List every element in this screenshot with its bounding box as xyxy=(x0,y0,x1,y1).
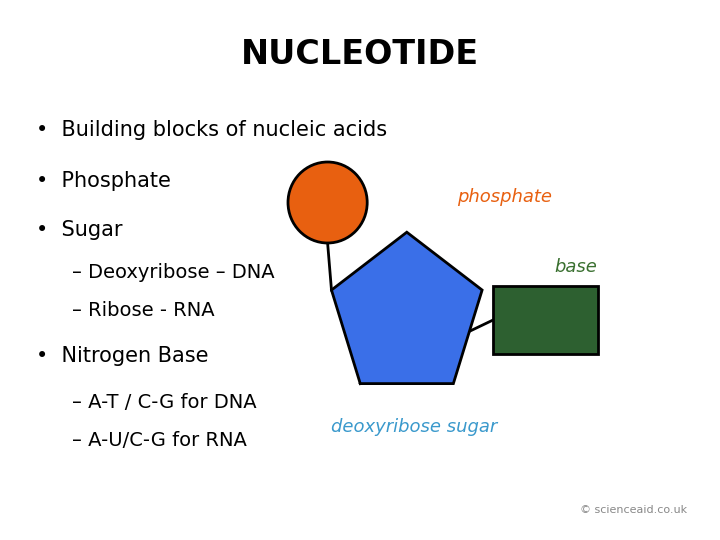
Text: NUCLEOTIDE: NUCLEOTIDE xyxy=(241,38,479,71)
Text: •  Nitrogen Base: • Nitrogen Base xyxy=(36,346,209,367)
Text: base: base xyxy=(554,258,598,276)
Text: – Ribose - RNA: – Ribose - RNA xyxy=(72,301,215,320)
Text: •  Sugar: • Sugar xyxy=(36,219,122,240)
Ellipse shape xyxy=(288,162,367,243)
Text: •  Building blocks of nucleic acids: • Building blocks of nucleic acids xyxy=(36,119,387,140)
Text: •  Phosphate: • Phosphate xyxy=(36,171,171,191)
FancyBboxPatch shape xyxy=(493,286,598,354)
Text: – A-T / C-G for DNA: – A-T / C-G for DNA xyxy=(72,393,256,412)
Text: – Deoxyribose – DNA: – Deoxyribose – DNA xyxy=(72,263,274,282)
Text: – A-U/C-G for RNA: – A-U/C-G for RNA xyxy=(72,430,247,450)
Text: phosphate: phosphate xyxy=(457,188,552,206)
Text: © scienceaid.co.uk: © scienceaid.co.uk xyxy=(580,505,687,515)
Text: deoxyribose sugar: deoxyribose sugar xyxy=(331,417,497,436)
Polygon shape xyxy=(331,232,482,383)
